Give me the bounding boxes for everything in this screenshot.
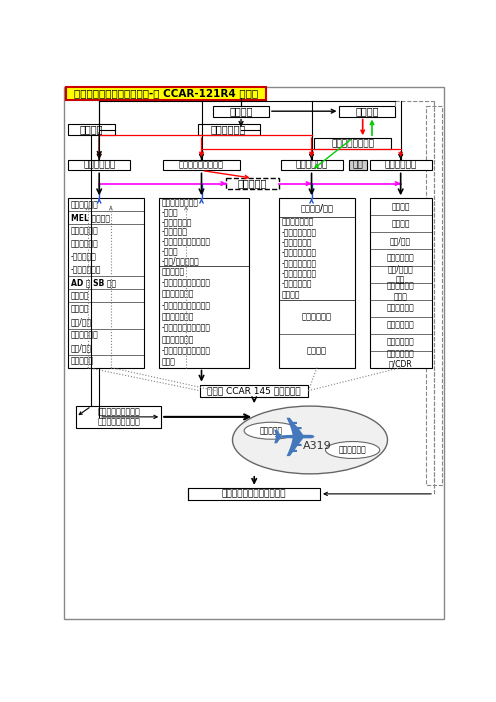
Text: -工作单卡；: -工作单卡； bbox=[70, 252, 96, 261]
Text: MEL 维修部分: MEL 维修部分 bbox=[70, 213, 110, 223]
Text: -工程技术人员: -工程技术人员 bbox=[281, 238, 312, 247]
Text: -工艺规范等。: -工艺规范等。 bbox=[70, 265, 101, 274]
Text: 培训管理部门: 培训管理部门 bbox=[296, 161, 328, 170]
Bar bbox=[66, 87, 266, 100]
Bar bbox=[314, 138, 391, 149]
Bar bbox=[370, 159, 432, 171]
Bar bbox=[68, 198, 144, 368]
Text: 维修计划和控制部门: 维修计划和控制部门 bbox=[179, 161, 224, 170]
Text: 维修方案管理: 维修方案管理 bbox=[70, 200, 98, 209]
Text: 自制件评估: 自制件评估 bbox=[70, 357, 94, 366]
Text: 的监控、统计；: 的监控、统计； bbox=[161, 335, 193, 344]
Text: 维修工程管理系统基本构架-以 CCAR-121R4 为基准: 维修工程管理系统基本构架-以 CCAR-121R4 为基准 bbox=[74, 88, 258, 98]
Text: -主要管理人员；: -主要管理人员； bbox=[281, 228, 316, 237]
Text: A319: A319 bbox=[304, 441, 332, 451]
Text: 运行规范有效: 运行规范有效 bbox=[339, 446, 367, 454]
Ellipse shape bbox=[233, 406, 387, 474]
Text: 单机档案: 单机档案 bbox=[391, 219, 410, 228]
Text: 生产计划和准备：: 生产计划和准备： bbox=[161, 199, 198, 208]
Text: 协议/合同的
审查: 协议/合同的 审查 bbox=[388, 265, 414, 284]
Text: 的监控和统计；: 的监控和统计； bbox=[161, 290, 193, 298]
Text: 人员技术档案: 人员技术档案 bbox=[302, 312, 332, 322]
Text: 维修差错管理: 维修差错管理 bbox=[387, 253, 415, 262]
Bar bbox=[339, 106, 395, 117]
Bar bbox=[279, 198, 355, 368]
Bar bbox=[159, 198, 249, 368]
Text: -现场维修工作、流程的: -现场维修工作、流程的 bbox=[161, 346, 210, 355]
Text: 总工程师: 总工程师 bbox=[80, 125, 103, 135]
Bar bbox=[226, 178, 279, 189]
Bar bbox=[68, 159, 130, 171]
Bar bbox=[281, 159, 343, 171]
Text: 重要/一般: 重要/一般 bbox=[70, 343, 92, 352]
Text: 技术资料管控: 技术资料管控 bbox=[387, 321, 415, 330]
Text: -工具、设备；: -工具、设备； bbox=[161, 218, 191, 227]
Text: ✈: ✈ bbox=[271, 416, 318, 470]
Text: 质量管理部门: 质量管理部门 bbox=[384, 161, 417, 170]
Text: 不安全事件调
查/CDR: 不安全事件调 查/CDR bbox=[387, 350, 415, 369]
Text: 重要/一般: 重要/一般 bbox=[70, 317, 92, 326]
Text: 标准和要求：: 标准和要求： bbox=[70, 239, 98, 249]
Ellipse shape bbox=[325, 442, 380, 458]
Text: 运行环境、运行条件
运行种类、运行特点: 运行环境、运行条件 运行种类、运行特点 bbox=[97, 407, 140, 427]
Text: AD 和 SB 控制: AD 和 SB 控制 bbox=[70, 279, 116, 287]
Text: 生产控制：: 生产控制： bbox=[161, 267, 185, 276]
Text: 安全管理系统: 安全管理系统 bbox=[211, 125, 246, 135]
Ellipse shape bbox=[244, 423, 299, 439]
Text: 程序、标准和指令: 程序、标准和指令 bbox=[331, 139, 374, 148]
Bar bbox=[76, 406, 161, 428]
Bar bbox=[200, 385, 309, 397]
Text: 培训大纲/计划: 培训大纲/计划 bbox=[301, 203, 333, 212]
Text: 民航主管部门的审批和监管: 民航主管部门的审批和监管 bbox=[222, 489, 287, 498]
Text: 人员培训实施：: 人员培训实施： bbox=[281, 218, 313, 227]
Bar bbox=[370, 198, 432, 368]
Bar bbox=[163, 159, 240, 171]
Text: 改装评估: 改装评估 bbox=[70, 305, 89, 314]
Text: -厂房设施；: -厂房设施； bbox=[161, 227, 187, 237]
Text: 内审/外审: 内审/外审 bbox=[390, 236, 411, 245]
Bar bbox=[426, 106, 442, 484]
Text: -协议单位的相: -协议单位的相 bbox=[281, 280, 312, 289]
Text: 保留项目管控: 保留项目管控 bbox=[387, 338, 415, 347]
Text: 构型控制: 构型控制 bbox=[70, 291, 89, 300]
Text: 总体政策: 总体政策 bbox=[391, 202, 410, 211]
Text: 超差修理控制: 超差修理控制 bbox=[70, 331, 98, 340]
Text: 培训记录: 培训记录 bbox=[307, 346, 327, 355]
Text: -维修放行人员；: -维修放行人员； bbox=[281, 259, 316, 268]
Bar bbox=[349, 159, 368, 171]
Bar bbox=[188, 488, 320, 500]
Text: 协议的 CCAR 145 部维修机构: 协议的 CCAR 145 部维修机构 bbox=[207, 386, 301, 395]
Text: 管理手册: 管理手册 bbox=[356, 106, 379, 117]
Text: -发动机使用、维修状况: -发动机使用、维修状况 bbox=[161, 301, 210, 310]
Text: 工程技术部门: 工程技术部门 bbox=[83, 161, 116, 170]
Text: 评估: 评估 bbox=[353, 161, 364, 170]
Bar bbox=[213, 106, 269, 117]
Text: 人员资质评估
和授权: 人员资质评估 和授权 bbox=[387, 282, 415, 301]
Text: -维修实施人员；: -维修实施人员； bbox=[281, 249, 316, 258]
Text: 维修记录管控: 维修记录管控 bbox=[387, 304, 415, 313]
Text: 可靠性管理: 可靠性管理 bbox=[238, 178, 267, 189]
Text: -人员；: -人员； bbox=[161, 208, 178, 217]
Text: 适航证有效: 适航证有效 bbox=[260, 426, 283, 435]
Bar bbox=[197, 124, 259, 135]
Text: 维修副总: 维修副总 bbox=[229, 106, 253, 117]
Text: 的监控和统计；: 的监控和统计； bbox=[161, 312, 193, 322]
Text: -协议/合同单位。: -协议/合同单位。 bbox=[161, 257, 199, 265]
Text: -零部件使用、维修状况: -零部件使用、维修状况 bbox=[161, 324, 210, 333]
Text: 管控。: 管控。 bbox=[161, 357, 175, 366]
Bar bbox=[68, 124, 115, 135]
Text: -航空器使用、维修状况: -航空器使用、维修状况 bbox=[161, 279, 210, 287]
Text: -飞机运行和停场计划；: -飞机运行和停场计划； bbox=[161, 237, 210, 246]
Text: 飞机维修技术: 飞机维修技术 bbox=[70, 226, 98, 235]
Text: -其他支援人员；: -其他支援人员； bbox=[281, 270, 316, 279]
Text: -器材；: -器材； bbox=[161, 247, 178, 256]
Text: 关人员；: 关人员； bbox=[281, 290, 300, 299]
